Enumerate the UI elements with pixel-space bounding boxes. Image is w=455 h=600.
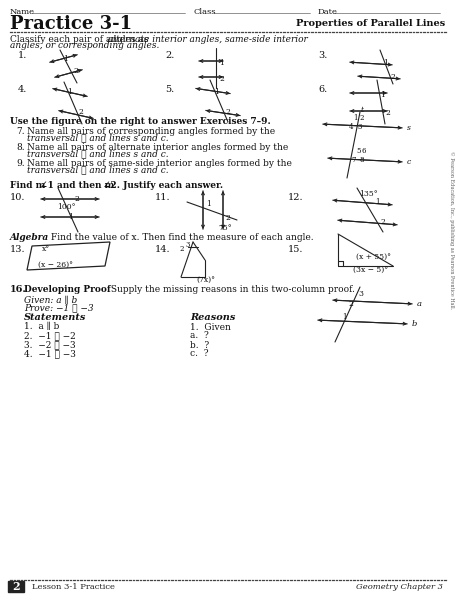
Text: (3x − 5)°: (3x − 5)° <box>353 266 388 274</box>
Text: (x + 55)°: (x + 55)° <box>356 253 391 261</box>
Text: a.  ?: a. ? <box>190 331 209 340</box>
Text: 2: 2 <box>380 218 385 226</box>
Text: b: b <box>412 320 417 328</box>
Text: 3.: 3. <box>318 52 328 61</box>
Text: 2: 2 <box>179 245 183 253</box>
Text: ∠1 and then m: ∠1 and then m <box>40 181 114 190</box>
Text: 16.: 16. <box>10 286 27 295</box>
Text: 2: 2 <box>225 214 230 222</box>
Text: Given: a ∥ b: Given: a ∥ b <box>24 295 77 304</box>
Text: Name: Name <box>10 8 35 16</box>
Text: 2: 2 <box>359 114 364 122</box>
Text: 1: 1 <box>375 198 379 206</box>
Text: ∠2. Justify each answer.: ∠2. Justify each answer. <box>103 181 223 190</box>
Text: 1: 1 <box>383 59 388 67</box>
Text: Use the figure on the right to answer Exercises 7–9.: Use the figure on the right to answer Ex… <box>10 116 271 125</box>
Text: 6: 6 <box>362 147 366 155</box>
Text: 7: 7 <box>351 156 355 164</box>
Text: 2: 2 <box>74 195 79 203</box>
Text: 1: 1 <box>353 114 358 122</box>
Text: c.  ?: c. ? <box>190 349 208 358</box>
Text: s: s <box>407 124 411 132</box>
Text: Reasons: Reasons <box>190 313 235 323</box>
Text: Find m: Find m <box>10 181 45 190</box>
Text: Prove: −1 ≅ −3: Prove: −1 ≅ −3 <box>24 304 94 313</box>
Text: Algebra: Algebra <box>10 233 49 242</box>
Text: transversal ℓ and lines s and c.: transversal ℓ and lines s and c. <box>27 133 169 142</box>
Text: Date: Date <box>318 8 338 16</box>
FancyBboxPatch shape <box>8 581 24 592</box>
Text: 1: 1 <box>380 91 385 99</box>
Text: t: t <box>361 106 364 114</box>
Text: Classify each pair of angles as: Classify each pair of angles as <box>10 34 152 43</box>
Text: 9.: 9. <box>16 158 25 167</box>
Text: Practice 3-1: Practice 3-1 <box>10 15 132 33</box>
Text: 2: 2 <box>219 75 224 83</box>
Text: Supply the missing reasons in this two-column proof.: Supply the missing reasons in this two-c… <box>108 286 355 295</box>
Text: 4.: 4. <box>18 85 27 94</box>
Text: 1.  Given: 1. Given <box>190 323 231 331</box>
Text: 3: 3 <box>185 241 189 249</box>
Text: 1: 1 <box>219 59 224 67</box>
Text: 4.  −1 ≅ −3: 4. −1 ≅ −3 <box>24 349 76 358</box>
Text: 13.: 13. <box>10 245 25 254</box>
Text: 2: 2 <box>348 300 353 308</box>
Text: 14.: 14. <box>155 245 171 254</box>
Text: 5: 5 <box>356 147 360 155</box>
Text: 2: 2 <box>73 67 78 75</box>
Text: 75°: 75° <box>218 224 232 232</box>
Text: 8.: 8. <box>16 142 25 151</box>
Text: a: a <box>417 300 422 308</box>
Text: Name all pairs of corresponding angles formed by the: Name all pairs of corresponding angles f… <box>27 127 275 136</box>
Text: Name all pairs of alternate interior angles formed by the: Name all pairs of alternate interior ang… <box>27 142 288 151</box>
Text: 8: 8 <box>360 156 364 164</box>
Text: 1.: 1. <box>18 52 27 61</box>
Text: b.  ?: b. ? <box>190 340 209 349</box>
Text: c: c <box>407 158 411 166</box>
Text: 3: 3 <box>358 123 362 131</box>
Text: 5.: 5. <box>165 85 174 94</box>
Text: 7.: 7. <box>16 127 25 136</box>
Text: 1: 1 <box>63 55 68 63</box>
Text: 1: 1 <box>68 213 73 221</box>
Text: Name all pairs of same-side interior angles formed by the: Name all pairs of same-side interior ang… <box>27 158 292 167</box>
Text: 1: 1 <box>214 88 219 96</box>
Text: 1: 1 <box>67 88 72 96</box>
Text: 2: 2 <box>12 581 20 593</box>
Text: transversal ℓ and lines s and c.: transversal ℓ and lines s and c. <box>27 166 169 175</box>
Text: (x − 26)°: (x − 26)° <box>38 261 73 269</box>
Text: 3: 3 <box>358 290 363 298</box>
Text: © Pearson Education, Inc., publishing as Pearson Prentice Hall.: © Pearson Education, Inc., publishing as… <box>449 151 455 309</box>
Text: 15.: 15. <box>288 245 303 254</box>
Text: 1.  a ∥ b: 1. a ∥ b <box>24 323 59 331</box>
Text: 2.  −1 ≅ −2: 2. −1 ≅ −2 <box>24 331 76 340</box>
Text: Statements: Statements <box>24 313 86 323</box>
Text: (7x)°: (7x)° <box>196 276 215 284</box>
Text: x°: x° <box>42 245 50 253</box>
Text: 10.: 10. <box>10 193 25 202</box>
Text: 2: 2 <box>390 73 395 81</box>
Text: 11.: 11. <box>155 193 171 202</box>
Text: Properties of Parallel Lines: Properties of Parallel Lines <box>296 19 445 28</box>
Text: 2.: 2. <box>165 52 174 61</box>
Text: 1: 1 <box>206 200 211 208</box>
Text: 135°: 135° <box>359 190 378 198</box>
Text: 4: 4 <box>349 123 354 131</box>
Text: angles, or corresponding angles.: angles, or corresponding angles. <box>10 41 159 50</box>
Text: Geometry Chapter 3: Geometry Chapter 3 <box>356 583 443 591</box>
Text: 2: 2 <box>385 109 390 117</box>
Text: 6.: 6. <box>318 85 327 94</box>
Text: 2: 2 <box>225 108 230 116</box>
Text: 12.: 12. <box>288 193 303 202</box>
Text: Developing Proof: Developing Proof <box>24 286 111 295</box>
Text: Class: Class <box>194 8 217 16</box>
Text: Find the value of x. Then find the measure of each angle.: Find the value of x. Then find the measu… <box>48 233 313 242</box>
Text: Lesson 3-1 Practice: Lesson 3-1 Practice <box>32 583 115 591</box>
Text: 100°: 100° <box>57 203 76 211</box>
Text: 1: 1 <box>342 313 347 321</box>
Text: alternate interior angles, same-side interior: alternate interior angles, same-side int… <box>10 34 308 43</box>
Text: transversal ℓ and lines s and c.: transversal ℓ and lines s and c. <box>27 149 169 158</box>
Text: 2: 2 <box>78 108 83 116</box>
Text: 3.  −2 ≅ −3: 3. −2 ≅ −3 <box>24 340 76 349</box>
